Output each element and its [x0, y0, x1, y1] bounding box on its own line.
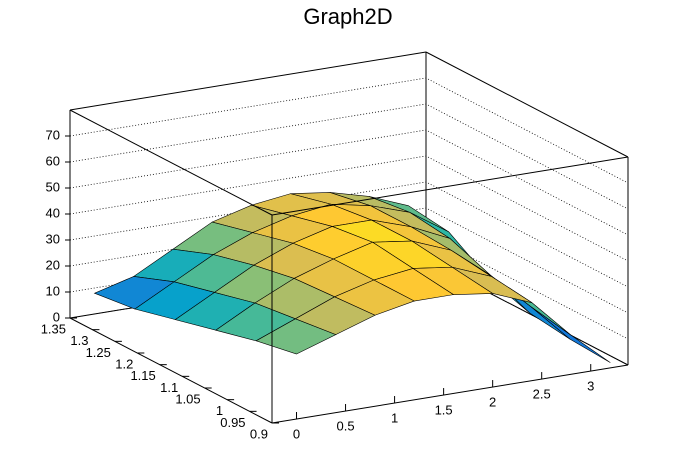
chart-title: Graph2D [303, 4, 392, 29]
z-tick-label: 50 [46, 179, 60, 194]
box-edge [271, 156, 629, 216]
grid-line [69, 155, 629, 262]
y-axis [69, 317, 273, 424]
z-tick-label: 30 [46, 231, 60, 246]
box-edge [69, 51, 427, 111]
x-tick-label: 0 [293, 426, 300, 441]
grid-line [69, 103, 629, 210]
y-tick-label: 1.25 [86, 345, 111, 360]
box-edge [425, 51, 629, 158]
y-tick-label: 0.9 [250, 426, 268, 441]
z-tick-label: 10 [46, 283, 60, 298]
y-tick-label: 1.2 [115, 356, 133, 371]
y-tick-label: 1.05 [175, 391, 200, 406]
z-tick-label: 40 [46, 205, 60, 220]
x-tick-label: 0.5 [337, 418, 355, 433]
z-tick-label: 20 [46, 257, 60, 272]
x-tick-label: 1.5 [435, 402, 453, 417]
x-tick-label: 1 [391, 410, 398, 425]
grid-line [69, 77, 629, 184]
x-tick-label: 2.5 [533, 386, 551, 401]
y-tick-label: 1.35 [41, 321, 66, 336]
y-tick-label: 1.1 [160, 380, 178, 395]
grid-line [69, 181, 629, 288]
x-tick-label: 2 [489, 394, 496, 409]
y-tick-label: 0.95 [220, 415, 245, 430]
surface-cell [255, 318, 337, 355]
z-tick-label: 70 [46, 127, 60, 142]
box-edge [69, 109, 273, 216]
y-tick-label: 1 [216, 403, 223, 418]
z-tick-label: 0 [53, 309, 60, 324]
y-tick-label: 1.3 [70, 333, 88, 348]
x-tick-label: 3 [587, 379, 594, 394]
grid-line [69, 129, 629, 236]
x-axis [271, 364, 629, 424]
z-tick-label: 60 [46, 153, 60, 168]
y-tick-label: 1.15 [130, 368, 155, 383]
